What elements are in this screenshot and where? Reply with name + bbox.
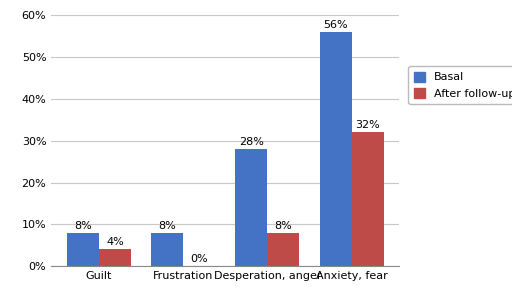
Text: 8%: 8% (158, 221, 176, 231)
Text: 0%: 0% (190, 254, 208, 264)
Bar (99, 249, 131, 266)
Text: 4%: 4% (106, 237, 124, 247)
Text: 56%: 56% (323, 20, 348, 30)
Text: 8%: 8% (74, 221, 92, 231)
Text: 8%: 8% (274, 221, 292, 231)
Bar (67, 233, 99, 266)
Text: 28%: 28% (239, 137, 264, 147)
Bar (319, 32, 352, 266)
Bar (267, 233, 300, 266)
Text: 32%: 32% (355, 120, 380, 130)
Bar (151, 233, 183, 266)
Bar (352, 132, 383, 266)
Legend: Basal, After follow-up: Basal, After follow-up (409, 66, 512, 104)
Bar (236, 149, 267, 266)
